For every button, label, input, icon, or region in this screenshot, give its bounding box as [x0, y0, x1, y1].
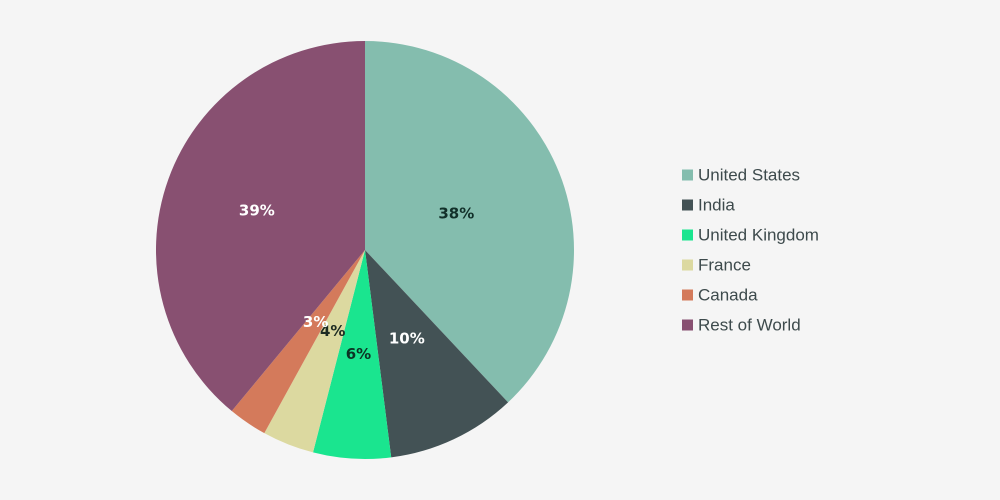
- pie-slice-rest-of-world: [156, 41, 365, 412]
- legend-swatch-united-states: [682, 169, 693, 181]
- legend-label-france: France: [698, 255, 751, 274]
- legend-swatch-france: [682, 259, 693, 271]
- pie-slice-united-states: [365, 41, 574, 403]
- slice-label-united-states: 38%: [438, 204, 474, 222]
- legend-swatch-canada: [682, 289, 693, 301]
- slice-label-rest-of-world: 39%: [239, 202, 275, 220]
- pie-slices: [156, 41, 574, 459]
- legend: United States India United Kingdom France Ca…: [682, 165, 819, 334]
- legend-label-united-kingdom: United Kingdom: [698, 225, 819, 244]
- pie-slice-france: [264, 250, 365, 453]
- pie-labels: 38% 10% 6%4%3% 39%: [239, 202, 474, 363]
- pie-slice-india: [365, 250, 509, 458]
- slice-label-canada: 3%: [303, 313, 328, 331]
- legend-swatch-rest-of-world: [682, 319, 693, 331]
- legend-swatch-united-kingdom: [682, 229, 693, 241]
- legend-label-canada: Canada: [698, 285, 758, 304]
- legend-label-india: India: [698, 195, 735, 214]
- pie-slice-united-kingdom: [313, 250, 392, 459]
- slice-label-india: 10%: [389, 329, 425, 347]
- slice-label-united-kingdom: 6%: [346, 345, 371, 363]
- slice-label-france: 4%: [320, 322, 345, 340]
- legend-label-rest-of-world: Rest of World: [698, 315, 801, 334]
- legend-swatch-india: [682, 199, 693, 211]
- legend-label-united-states: United States: [698, 165, 800, 184]
- pie-slice-canada: [231, 250, 365, 434]
